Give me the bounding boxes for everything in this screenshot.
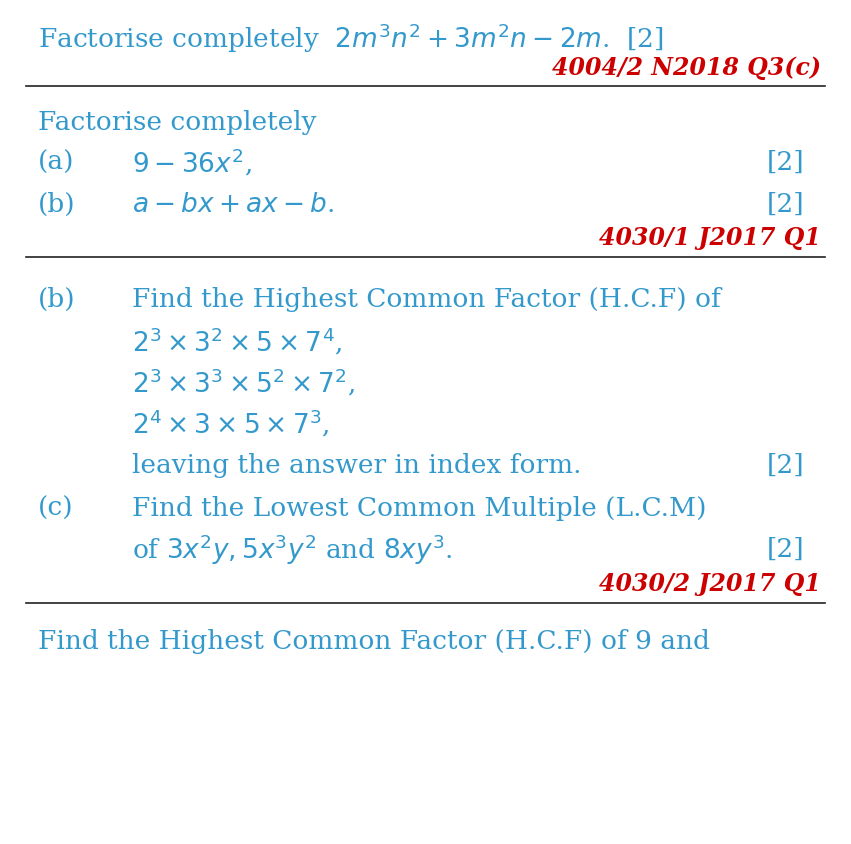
Text: Find the Lowest Common Multiple (L.C.M): Find the Lowest Common Multiple (L.C.M) — [132, 495, 706, 521]
Text: [2]: [2] — [767, 452, 804, 478]
Text: (b): (b) — [38, 287, 76, 312]
Text: $a - bx + ax - b$.: $a - bx + ax - b$. — [132, 192, 334, 217]
Text: (a): (a) — [38, 149, 75, 175]
Text: Find the Highest Common Factor (H.C.F) of: Find the Highest Common Factor (H.C.F) o… — [132, 287, 721, 312]
Text: (b): (b) — [38, 192, 76, 217]
Text: Find the Highest Common Factor (H.C.F) of 9 and: Find the Highest Common Factor (H.C.F) o… — [38, 629, 711, 654]
Text: (c): (c) — [38, 495, 74, 521]
Text: Factorise completely: Factorise completely — [38, 110, 317, 135]
Text: $2^4 \times 3 \times 5 \times 7^3$,: $2^4 \times 3 \times 5 \times 7^3$, — [132, 408, 329, 440]
Text: [2]: [2] — [767, 537, 804, 562]
Text: of $3x^2y, 5x^3y^2$ and $8xy^3$.: of $3x^2y, 5x^3y^2$ and $8xy^3$. — [132, 533, 453, 566]
Text: 4004/2 N2018 Q3(c): 4004/2 N2018 Q3(c) — [552, 56, 821, 79]
Text: [2]: [2] — [767, 149, 804, 175]
Text: [2]: [2] — [767, 192, 804, 217]
Text: $2^3 \times 3^3 \times 5^2 \times 7^2$,: $2^3 \times 3^3 \times 5^2 \times 7^2$, — [132, 366, 355, 398]
Text: 4030/2 J2017 Q1: 4030/2 J2017 Q1 — [599, 572, 821, 596]
Text: leaving the answer in index form.: leaving the answer in index form. — [132, 452, 581, 478]
Text: $2^3 \times 3^2 \times 5 \times 7^4$,: $2^3 \times 3^2 \times 5 \times 7^4$, — [132, 325, 342, 357]
Text: Factorise completely  $2m^3n^2 + 3m^2n - 2m$.  [2]: Factorise completely $2m^3n^2 + 3m^2n - … — [38, 21, 664, 55]
Text: 4030/1 J2017 Q1: 4030/1 J2017 Q1 — [599, 226, 821, 250]
Text: $9 - 36x^2$,: $9 - 36x^2$, — [132, 146, 252, 178]
